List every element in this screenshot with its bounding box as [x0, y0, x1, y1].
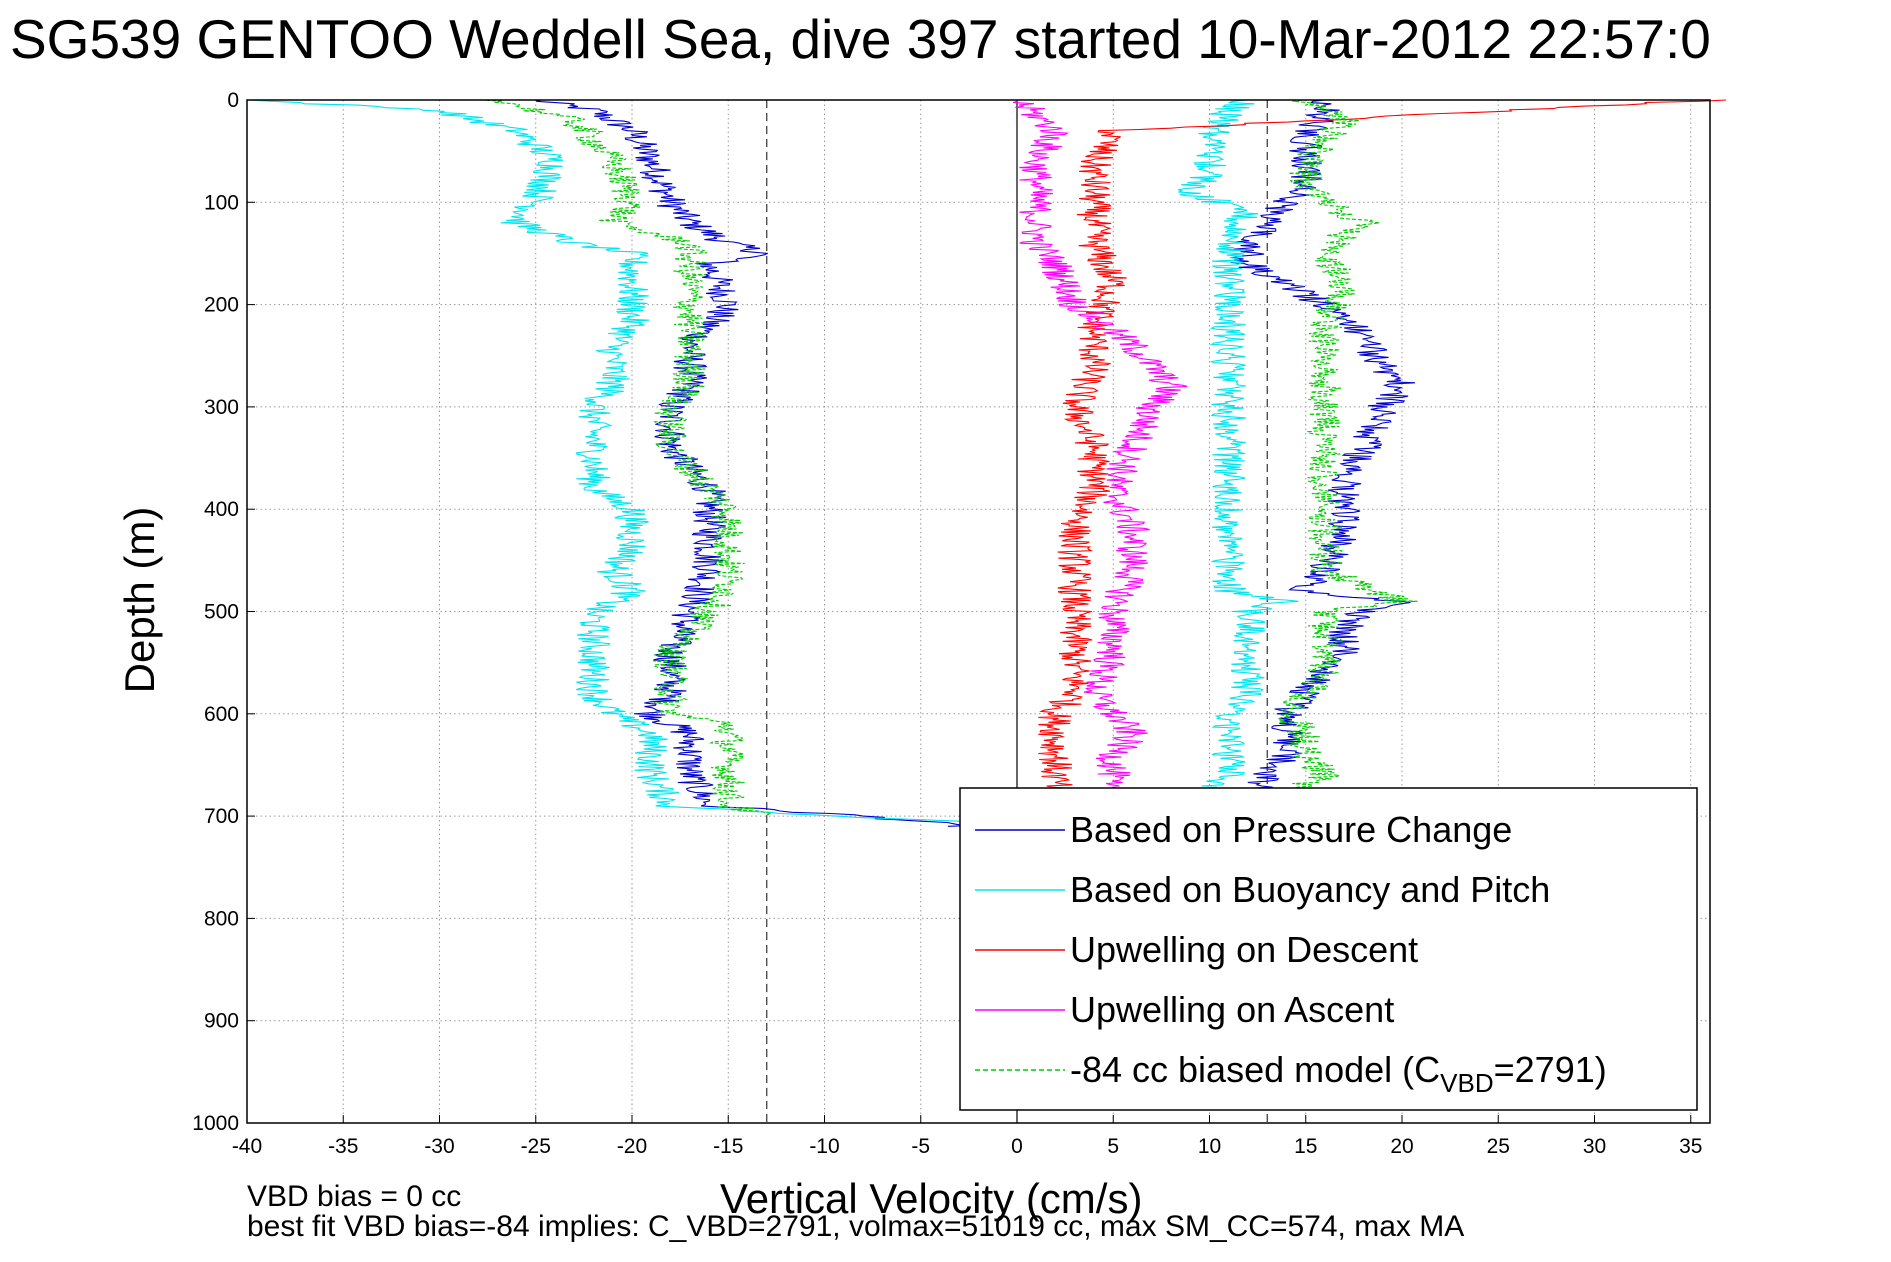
y-axis-label: Depth (m)	[116, 506, 163, 694]
x-tick-label: -20	[617, 1135, 647, 1158]
series-line	[249, 99, 960, 822]
x-axis-label: Vertical Velocity (cm/s)	[720, 1175, 1143, 1222]
x-tick-label: 35	[1679, 1135, 1702, 1158]
x-tick-label: -35	[328, 1135, 358, 1158]
y-tick-label: 800	[204, 907, 239, 930]
legend-box	[959, 787, 1698, 1111]
x-tick-label: 20	[1390, 1135, 1413, 1158]
x-tick-label: 0	[1011, 1135, 1023, 1158]
legend-label: Based on Buoyancy and Pitch	[1070, 869, 1550, 910]
y-tick-label: 1000	[192, 1112, 239, 1135]
legend: Based on Pressure Change Based on Buoyanc…	[959, 787, 1698, 1111]
series-line	[1277, 99, 1418, 797]
legend-label: Upwelling on Descent	[1070, 929, 1418, 970]
x-tick-label: -15	[713, 1135, 743, 1158]
legend-label: -84 cc biased model (CVBD=2791)	[1070, 1049, 1607, 1098]
best-fit-note: best fit VBD bias=-84 implies: C_VBD=279…	[247, 1210, 1465, 1243]
legend-label: Upwelling on Ascent	[1070, 989, 1394, 1030]
y-tick-label: 400	[204, 498, 239, 521]
x-tick-label: 5	[1107, 1135, 1119, 1158]
x-axis-ticks: -40 -35 -30 -25 -20 -15 -10 -5 0 5 10 15 20 25 30 35	[232, 1115, 1702, 1158]
series-line	[1012, 99, 1188, 797]
x-tick-label: -10	[809, 1135, 839, 1158]
series-line	[536, 99, 962, 827]
y-tick-label: 200	[204, 294, 239, 317]
x-tick-label: 30	[1583, 1135, 1606, 1158]
y-tick-label: 600	[204, 703, 239, 726]
x-tick-label: -30	[424, 1135, 454, 1158]
y-tick-label: 0	[227, 89, 239, 112]
y-axis-ticks: 0 100 200 300 400 500 600 700 800 900 1000	[192, 89, 255, 1135]
x-tick-label: -25	[521, 1135, 551, 1158]
y-tick-label: 700	[204, 805, 239, 828]
x-tick-label: 25	[1487, 1135, 1510, 1158]
y-tick-label: 900	[204, 1010, 239, 1033]
y-tick-label: 300	[204, 396, 239, 419]
series-layer	[249, 99, 1727, 827]
x-tick-label: -40	[232, 1135, 262, 1158]
x-tick-label: 10	[1198, 1135, 1221, 1158]
x-tick-label: -5	[911, 1135, 930, 1158]
series-line	[1178, 99, 1299, 797]
series-line	[1038, 99, 1727, 797]
chart-title: SG539 GENTOO Weddell Sea, dive 397 start…	[10, 8, 1711, 70]
x-tick-label: 15	[1294, 1135, 1317, 1158]
legend-label: Based on Pressure Change	[1070, 809, 1512, 850]
vbd-bias-note: VBD bias = 0 cc	[247, 1180, 462, 1213]
y-tick-label: 500	[204, 601, 239, 624]
y-tick-label: 100	[204, 191, 239, 214]
series-line	[480, 99, 774, 817]
